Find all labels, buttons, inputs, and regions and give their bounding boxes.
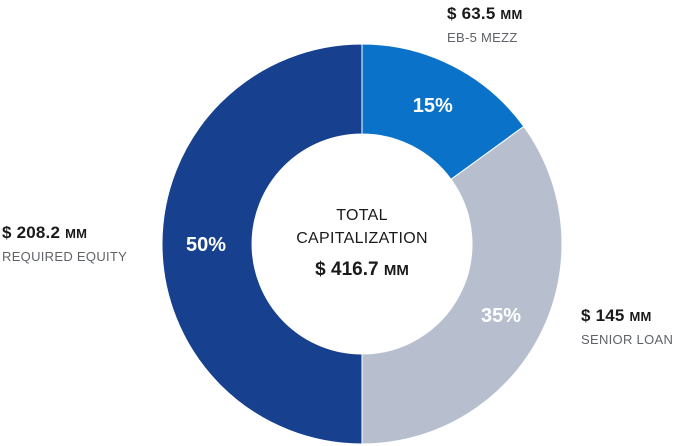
center-label-line1: TOTAL bbox=[336, 207, 388, 224]
center-total-currency: $ bbox=[315, 259, 326, 280]
callout-value: 208.2 bbox=[16, 223, 61, 242]
callout-currency: $ bbox=[581, 306, 591, 325]
callout-amount: $ 63.5 MM bbox=[447, 4, 522, 24]
callout-currency: $ bbox=[447, 4, 457, 23]
donut-slices bbox=[161, 43, 563, 445]
callout-label: SENIOR LOAN bbox=[581, 332, 674, 347]
callout-unit: MM bbox=[65, 226, 88, 241]
callout-eb5-mezz: $ 63.5 MM EB-5 MEZZ bbox=[447, 4, 522, 45]
center-total-unit: MM bbox=[383, 262, 409, 279]
slice-percent-label: 35% bbox=[481, 305, 521, 327]
slice-percent-label: 15% bbox=[413, 95, 453, 117]
center-total-amount: 416.7 bbox=[331, 259, 379, 280]
center-label-line2: CAPITALIZATION bbox=[296, 230, 428, 247]
center-total-value: $ 416.7 MM bbox=[262, 259, 462, 281]
callout-unit: MM bbox=[500, 7, 523, 22]
slice-percent-label: 50% bbox=[186, 234, 226, 256]
callout-amount: $ 208.2 MM bbox=[2, 223, 127, 243]
donut-slice-required-equity bbox=[161, 43, 363, 445]
callout-amount: $ 145 MM bbox=[581, 306, 673, 326]
slice-percent-labels: 15% 35% 50% bbox=[186, 95, 521, 327]
callout-unit: MM bbox=[629, 309, 652, 324]
callout-label: REQUIRED EQUITY bbox=[2, 249, 128, 264]
callout-value: 145 bbox=[595, 306, 625, 325]
callout-currency: $ bbox=[2, 223, 12, 242]
donut-slice-senior-loan bbox=[361, 125, 563, 445]
callout-label: EB-5 MEZZ bbox=[447, 30, 518, 45]
callout-senior-loan: $ 145 MM SENIOR LOAN bbox=[581, 306, 673, 347]
callout-value: 63.5 bbox=[461, 4, 496, 23]
callout-required-equity: $ 208.2 MM REQUIRED EQUITY bbox=[2, 223, 127, 264]
